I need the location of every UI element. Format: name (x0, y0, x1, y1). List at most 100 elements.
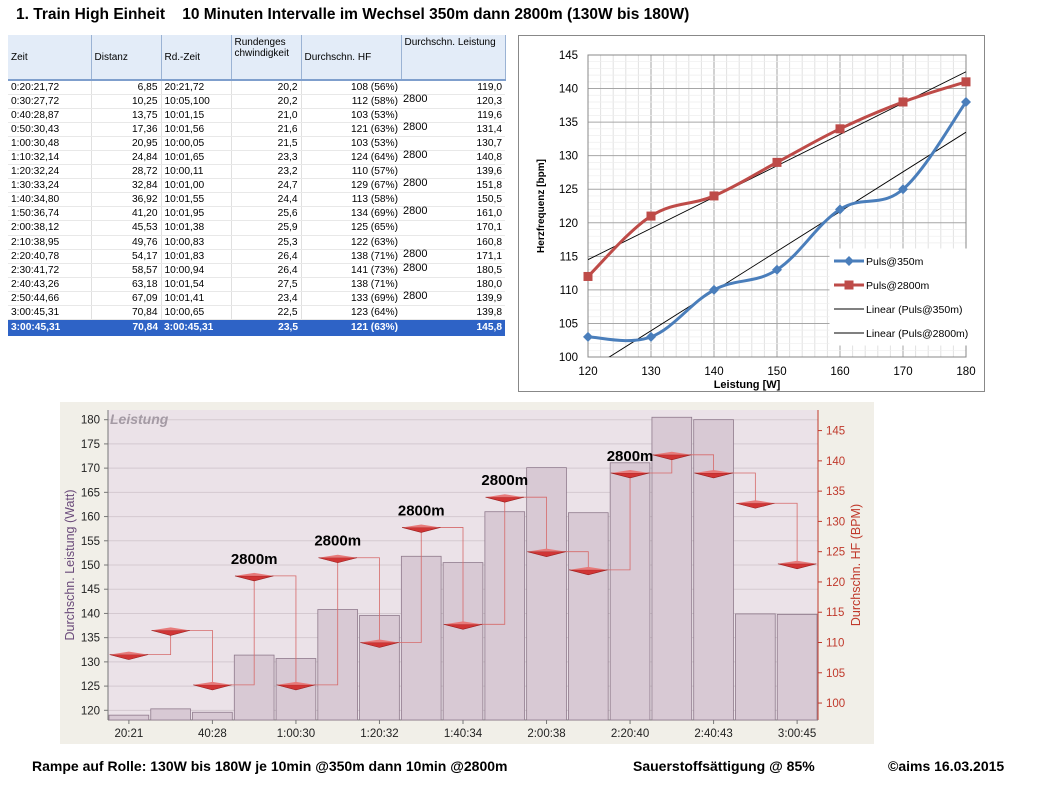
x-tick-label: 170 (893, 366, 912, 378)
cell-distanz: 63,18 (91, 277, 162, 292)
table-row[interactable]: 0:30:27,72 10,25 10:05,100 20,2 112 (58%) 120… (8, 93, 505, 110)
table-row[interactable]: 2:40:43,26 63,18 10:01,54 27,5 138 (71%) 180,… (8, 277, 505, 292)
altitude-mark: 2800 (403, 289, 428, 302)
legend-marker (844, 280, 854, 290)
y-axis-label: Herzfrequenz [bpm] (536, 159, 547, 253)
table-row[interactable]: 0:50:30,43 17,36 10:01,56 21,6 121 (63%) 131,… (8, 121, 505, 138)
y-tick-label: 130 (559, 151, 578, 163)
data-point (898, 184, 908, 195)
table-row[interactable]: 1:20:32,24 28,72 10:00,11 23,2 110 (57%) 139,… (8, 164, 505, 180)
hf-step-connector (396, 527, 422, 643)
column-header[interactable]: Durchschn. Leistung (401, 35, 506, 81)
legend-marker (844, 256, 854, 266)
cell-hf: 112 (58%) (301, 94, 401, 110)
table-row[interactable]: 2:50:44,66 67,09 10:01,41 23,4 133 (69%) 139,… (8, 289, 505, 306)
hf-step-connector (521, 496, 547, 552)
column-header[interactable]: Rd.-Zeit (161, 35, 232, 81)
table-row[interactable]: 2:00:38,12 45,53 10:01,38 25,9 125 (65%) 170,… (8, 220, 505, 236)
column-header[interactable]: Durchschn. HF (301, 35, 402, 81)
x-tick-label: 1:40:34 (444, 728, 483, 740)
data-point (961, 96, 971, 107)
y-tick-label: 175 (81, 439, 100, 451)
x-tick-label: 150 (767, 366, 786, 378)
cell-zeit: 0:40:28,87 (8, 108, 92, 124)
cell-hf: 123 (64%) (301, 305, 401, 320)
y2-tick-label: 125 (826, 547, 845, 559)
cell-hf: 103 (53%) (301, 108, 401, 124)
table-row[interactable]: 0:40:28,87 13,75 10:01,15 21,0 103 (53%) 119,… (8, 108, 505, 124)
power-hr-svg: 120 125 130 135 140 145 150 155 160 165 170 175 180 1… (60, 402, 874, 744)
hf-step-connector (479, 497, 506, 625)
y2-tick-label: 140 (826, 456, 845, 468)
annotation-label: 2800m (481, 472, 528, 489)
cell-distanz: 32,84 (91, 178, 162, 194)
table-row[interactable]: 3:00:45,31 70,84 10:00,65 22,5 123 (64%) 139,… (8, 305, 505, 320)
hr-vs-power-chart: 120 130 140 150 160 170 180 100 105 110 115 120 125 1… (518, 35, 986, 398)
data-point (583, 331, 593, 342)
table-row[interactable]: 2:20:40,78 54,17 10:01,83 26,4 138 (71%) 171,… (8, 248, 505, 264)
y-tick-label: 140 (81, 608, 100, 620)
y-tick-label: 130 (81, 657, 100, 669)
cell-leistung: 150,5 (401, 192, 505, 208)
cell-hf: 133 (69%) (301, 291, 401, 306)
table-row[interactable]: 1:10:32,14 24,84 10:01,65 23,3 124 (64%) 140,… (8, 149, 505, 166)
column-header[interactable]: Distanz (91, 35, 162, 81)
data-point (583, 271, 593, 281)
cell-hf: 108 (56%) (301, 80, 401, 96)
table-row[interactable]: 1:50:36,74 41,20 10:01,95 25,6 134 (69%) 161,… (8, 205, 505, 222)
cell-zeit: 0:20:21,72 (8, 80, 92, 96)
y-tick-label: 135 (81, 633, 100, 645)
cell-zeit: 1:30:33,24 (8, 178, 92, 194)
data-point (961, 77, 971, 87)
altitude-mark: 2800 (403, 177, 428, 190)
cell-geschwindigkeit: 23,4 (231, 291, 302, 306)
y-axis-label: Durchschn. Leistung (Watt) (63, 490, 77, 641)
table-row[interactable]: 2:10:38,95 49,76 10:00,83 25,3 122 (63%) 160,… (8, 235, 505, 250)
cell-hf: 138 (71%) (301, 277, 401, 292)
table-row[interactable]: 1:00:30,48 20,95 10:00,05 21,5 103 (53%) 130,… (8, 136, 505, 152)
x-tick-label: 20:21 (114, 728, 143, 740)
cell-geschwindigkeit: 21,6 (231, 122, 302, 138)
power-bar (108, 714, 150, 721)
x-tick-label: 120 (578, 366, 597, 378)
altitude-mark: 2800 (403, 121, 428, 134)
hf-marker-top (527, 548, 566, 552)
table-row[interactable]: 0:20:21,72 6,85 20:21,72 20,2 108 (56%) 119,0 (8, 80, 505, 96)
power-bar (150, 708, 191, 721)
table-row[interactable]: 1:40:34,80 36,92 10:01,55 24,4 113 (58%) 150,… (8, 192, 505, 208)
y-tick-label: 180 (81, 415, 100, 427)
cell-geschwindigkeit: 21,0 (231, 108, 302, 124)
table-row[interactable]: 2:30:41,72 58,57 10:00,94 26,4 141 (73%) 180,… (8, 262, 505, 278)
cell-hf: 125 (65%) (301, 220, 401, 236)
hf-step-connector (688, 454, 714, 473)
total-cell: 3:00:45,31 (161, 319, 231, 336)
cell-distanz: 54,17 (91, 249, 162, 264)
cell-hf: 103 (53%) (301, 136, 401, 152)
table-total-row: 3:00:45,31 70,84 3:00:45,31 23,5 121 (63%) 14… (8, 319, 505, 336)
y-tick-label: 105 (559, 318, 578, 330)
cell-geschwindigkeit: 20,2 (231, 80, 302, 96)
data-point (835, 124, 845, 134)
cell-distanz: 28,72 (91, 164, 162, 180)
column-header[interactable]: Zeit (8, 35, 92, 81)
hf-marker-top (234, 572, 274, 576)
x-tick-label: 130 (641, 366, 660, 378)
cell-hf: 134 (69%) (301, 206, 401, 222)
cell-leistung: 180,5 2800 (401, 262, 505, 278)
x-tick-label: 40:28 (198, 728, 227, 740)
table-row[interactable]: 1:30:33,24 32,84 10:01,00 24,7 129 (67%) 151,… (8, 177, 505, 194)
cell-zeit: 0:30:27,72 (8, 94, 92, 110)
cell-rundenzeit: 10:05,100 (161, 94, 232, 110)
data-point (772, 264, 782, 275)
y-tick-label: 125 (81, 681, 100, 693)
data-point (709, 284, 719, 295)
hf-marker-top (610, 469, 650, 473)
cell-zeit: 2:00:38,12 (8, 220, 92, 236)
cell-hf: 129 (67%) (301, 178, 401, 194)
cell-distanz: 58,57 (91, 263, 162, 278)
cell-geschwindigkeit: 26,4 (231, 263, 302, 278)
cell-geschwindigkeit: 24,4 (231, 192, 302, 208)
plot-area-border (587, 54, 967, 358)
hf-step-connector (354, 557, 380, 643)
column-header[interactable]: Rundenges chwindigkeit (231, 35, 302, 81)
